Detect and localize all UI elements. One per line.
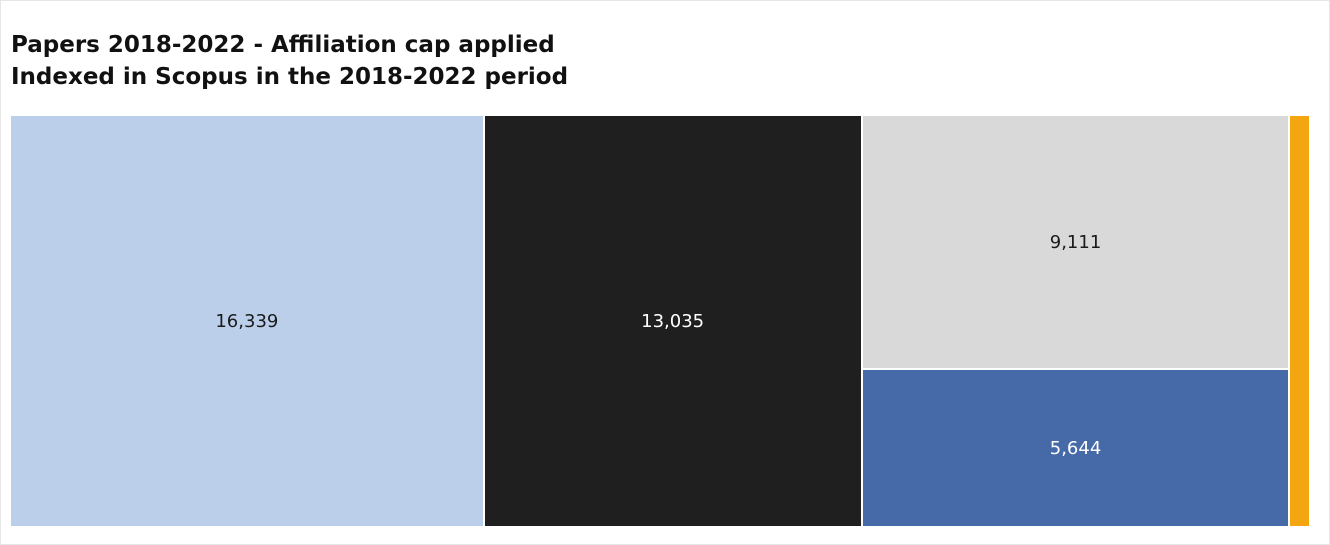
treemap-tile-1[interactable]: 16,339 xyxy=(11,116,485,528)
chart-subtitle-line-2: Indexed in Scopus in the 2018-2022 perio… xyxy=(11,64,569,90)
treemap-plot-area: 16,339 13,035 9,111 5,644 xyxy=(11,116,1311,528)
chart-title-line-1: Papers 2018-2022 - Affiliation cap appli… xyxy=(11,32,555,58)
chart-title: Papers 2018-2022 - Affiliation cap appli… xyxy=(11,29,568,93)
treemap-tile-2[interactable]: 13,035 xyxy=(484,116,863,528)
treemap-tile-4[interactable]: 5,644 xyxy=(862,370,1291,528)
treemap-tile-5[interactable] xyxy=(1290,116,1311,528)
treemap-tile-label: 5,644 xyxy=(1049,437,1102,459)
treemap-tile-3[interactable]: 9,111 xyxy=(862,116,1291,371)
treemap-tile-label: 9,111 xyxy=(1049,231,1102,253)
treemap-tile-label: 16,339 xyxy=(215,310,279,332)
treemap-tile-label: 13,035 xyxy=(641,310,705,332)
